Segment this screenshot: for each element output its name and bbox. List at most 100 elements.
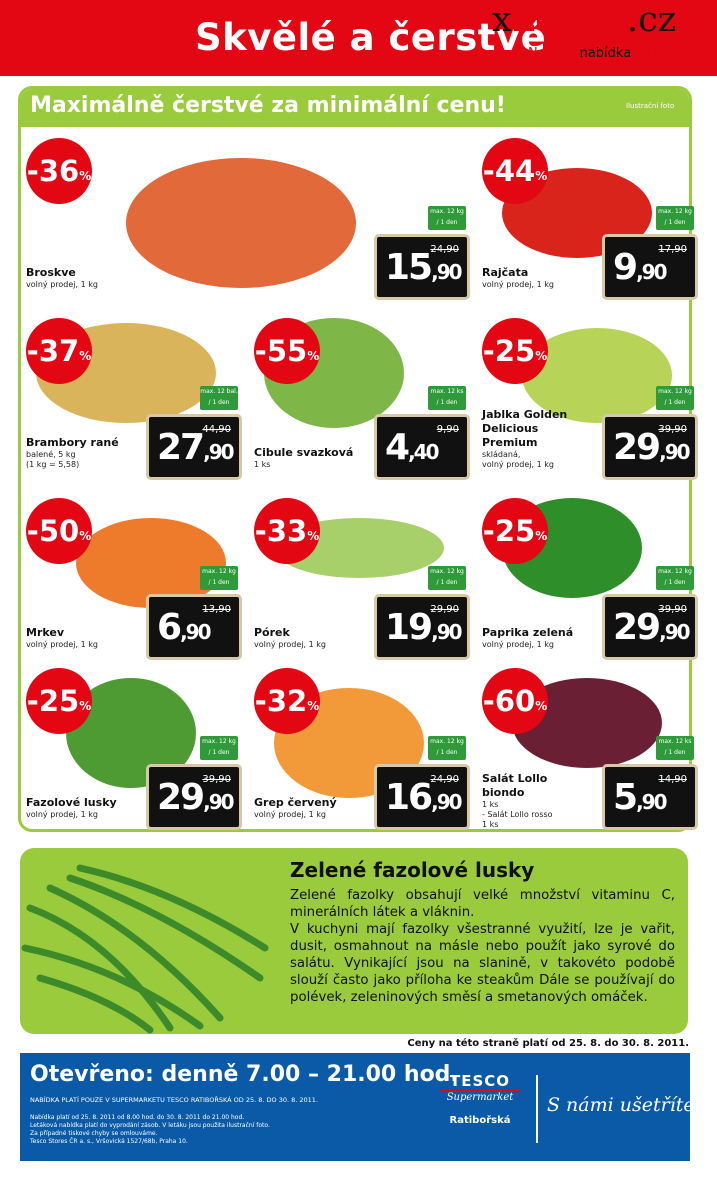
discount-badge: -32%	[254, 668, 320, 734]
discount-value: -25	[482, 514, 536, 548]
price-whole: 29	[613, 427, 661, 468]
discount-badge: -25%	[26, 668, 92, 734]
purchase-limit: max. 12 bal. / 1 den	[200, 386, 238, 410]
product-detail: 1 ks	[254, 460, 271, 469]
product-title: Pórek	[254, 626, 290, 639]
price: 16,90	[385, 777, 463, 818]
product-card: -50% Mrkev volný prodej, 1 kg max. 12 kg / 1…	[26, 498, 248, 668]
watermark-tld: .cz	[626, 0, 677, 40]
discount-value: -33	[254, 514, 308, 548]
price: 9,90	[613, 247, 668, 288]
discount-sign: %	[79, 529, 92, 543]
discount-badge: -44%	[482, 138, 548, 204]
fineprint-line: Letáková nabídka platí do vyprodání záso…	[30, 1122, 270, 1129]
limit-line: max. 12 kg	[430, 208, 464, 215]
price-board: 44,90 27,90	[146, 414, 242, 480]
discount-value: -32	[254, 684, 308, 718]
discount-value: -25	[482, 334, 536, 368]
beans-image	[21, 864, 269, 1034]
watermark-x: x	[492, 0, 512, 40]
product-card: -55% Cibule svazková 1 ks max. 12 ks / 1 den…	[254, 318, 476, 488]
price: 19,90	[385, 607, 463, 648]
price-whole: 4	[385, 427, 410, 468]
product-title: Fazolové lusky	[26, 796, 117, 809]
price-cents: ,90	[659, 620, 690, 644]
product-name: Fazolové lusky volný prodej, 1 kg	[26, 796, 136, 820]
product-detail: volný prodej, 1 kg	[26, 280, 98, 289]
product-name: Cibule svazková 1 ks	[254, 446, 364, 470]
product-detail: balené, 5 kg	[26, 450, 76, 459]
info-box	[20, 848, 688, 1034]
discount-sign: %	[307, 349, 320, 363]
watermark-tagline: Nejširší nabídka letáků	[528, 46, 675, 61]
info-paragraph: V kuchyni mají fazolky všestranné využit…	[290, 922, 675, 1005]
product-name: Pórek volný prodej, 1 kg	[254, 626, 364, 650]
discount-sign: %	[535, 169, 548, 183]
fineprint-line: Nabídka platí od 25. 8. 2011 od 8.00 hod…	[30, 1114, 245, 1121]
product-title: Grep červený	[254, 796, 337, 809]
product-title: Rajčata	[482, 266, 529, 279]
product-card: -25% Fazolové lusky volný prodej, 1 kg max.…	[26, 668, 248, 838]
discount-value: -50	[26, 514, 80, 548]
price: 29,90	[613, 607, 691, 648]
product-image	[76, 518, 226, 608]
header-band	[0, 0, 717, 76]
product-title: Cibule svazková	[254, 446, 354, 459]
price: 29,90	[613, 427, 691, 468]
store-name: Ratibořská	[449, 1115, 511, 1126]
product-name: Salát Lollo biondo 1 ks - Salát Lollo ros…	[482, 772, 592, 830]
product-title: Salát Lollo biondo	[482, 772, 548, 799]
tagline-part: letáků	[635, 46, 676, 61]
old-price: 13,90	[202, 604, 231, 615]
price-cents: ,90	[431, 790, 462, 814]
tagline-part: Nejširší	[528, 46, 576, 61]
discount-badge: -60%	[482, 668, 548, 734]
product-card: -36% Broskve volný prodej, 1 kg max. 12 kg /…	[26, 138, 476, 308]
price-cents: ,90	[180, 620, 211, 644]
offer-panel-header	[21, 89, 689, 127]
purchase-limit: max. 12 kg / 1 den	[656, 566, 694, 590]
limit-line: / 1 den	[664, 219, 686, 226]
product-image	[126, 158, 356, 288]
purchase-limit: max. 12 kg / 1 den	[200, 736, 238, 760]
info-paragraph: Zelené fazolky obsahují velké množství v…	[290, 888, 675, 920]
discount-badge: -55%	[254, 318, 320, 384]
price-whole: 29	[157, 777, 205, 818]
price-board: 13,90 6,90	[146, 594, 242, 660]
product-detail: volný prodej, 1 kg	[254, 640, 326, 649]
product-name: Brambory rané balené, 5 kg (1 kg = 5,58)	[26, 436, 136, 470]
discount-sign: %	[307, 529, 320, 543]
product-name: Jablka Golden Delicious Premium skládaná,…	[482, 408, 592, 470]
price-cents: ,40	[408, 440, 439, 464]
product-detail: skládaná,	[482, 450, 521, 459]
price-board: 17,90 9,90	[602, 234, 698, 300]
product-name: Mrkev volný prodej, 1 kg	[26, 626, 136, 650]
discount-sign: %	[307, 699, 320, 713]
limit-line: / 1 den	[664, 749, 686, 756]
limit-line: max. 12 kg	[202, 738, 236, 745]
price-whole: 9	[613, 247, 638, 288]
limit-line: max. 12 kg	[430, 568, 464, 575]
limit-line: / 1 den	[664, 399, 686, 406]
product-title: Broskve	[26, 266, 76, 279]
price-whole: 27	[157, 427, 205, 468]
purchase-limit: max. 12 ks / 1 den	[656, 736, 694, 760]
product-detail: 1 ks	[482, 800, 499, 809]
product-card: -60% Salát Lollo biondo 1 ks - Salát Lollo…	[482, 668, 704, 838]
product-detail: volný prodej, 1 kg	[26, 810, 98, 819]
product-name: Rajčata volný prodej, 1 kg	[482, 266, 592, 290]
separator	[536, 1075, 538, 1143]
product-title: Brambory rané	[26, 436, 119, 449]
product-title: Mrkev	[26, 626, 65, 639]
old-price: 9,90	[436, 424, 459, 435]
tesco-logo: TESCO Supermarket Ratibořská	[440, 1072, 520, 1126]
product-detail: 1 ks	[482, 820, 499, 829]
purchase-limit: max. 12 kg / 1 den	[656, 206, 694, 230]
watermark-brand: Letáky	[511, 0, 627, 40]
discount-badge: -25%	[482, 318, 548, 384]
purchase-limit: max. 12 kg / 1 den	[200, 566, 238, 590]
product-title: Paprika zelená	[482, 626, 574, 639]
fineprint-line: Za případné tiskové chyby se omlouváme.	[30, 1130, 158, 1137]
illustration-note: Ilustrační foto	[626, 102, 675, 110]
price-cents: ,90	[203, 440, 234, 464]
